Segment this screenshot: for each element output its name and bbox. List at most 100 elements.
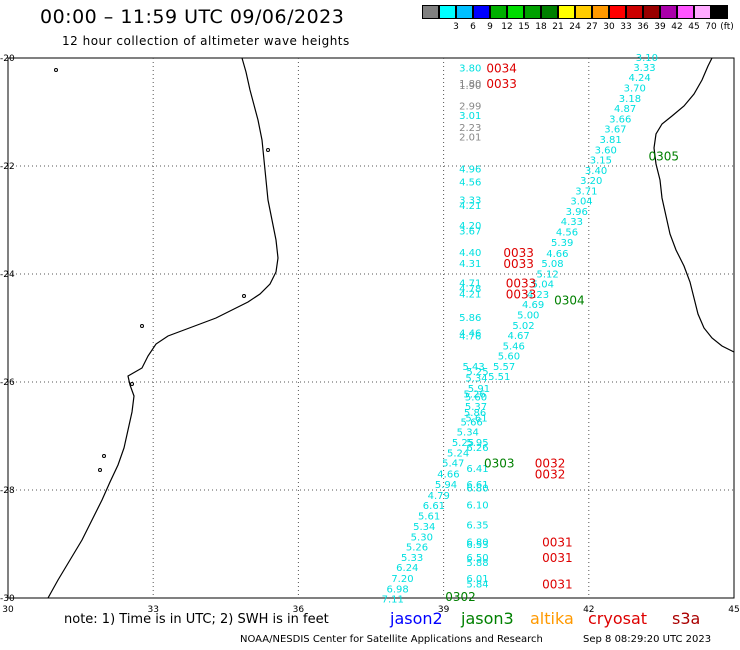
lat-tick-label: -28 [0,486,15,496]
swh-value-label: 4.33 [561,217,583,228]
island-marker [102,454,106,458]
swh-value-label: 4.40 [459,248,481,259]
swh-value-label: 3.20 [580,176,602,187]
swh-value-label: 4.23 [527,290,549,301]
swh-value-label: 4.71 [459,279,481,290]
swh-value-label: 4.76 [459,332,481,343]
swh-value-label: 3.80 [459,64,481,75]
swh-value-label: 5.25 [452,438,474,449]
scale-label: 42 [671,22,683,32]
swh-value-label: 3.01 [459,111,481,122]
pass-time-label: 0032 [535,456,566,470]
pass-time-label: 0031 [542,577,573,591]
pass-time-label: 0033 [503,257,534,271]
swh-value-label: 4.24 [628,73,650,84]
swh-value-label: 3.15 [590,156,612,167]
swh-value-label: 4.87 [614,104,636,115]
scale-label: 33 [620,22,632,32]
scale-label: 24 [569,22,581,32]
swh-value-label: 5.46 [503,341,525,352]
swh-value-label: 6.80 [466,483,488,494]
swh-value-label: 1.80 [459,79,481,90]
swh-value-label: 4.21 [459,289,481,300]
scale-swatch [524,5,541,19]
scale-swatch [439,5,456,19]
map-frame [7,57,735,599]
scale-swatch [592,5,609,19]
swh-value-label: 5.86 [459,313,481,324]
lat-tick-label: -26 [0,378,15,388]
swh-value-label: 5.60 [498,352,520,363]
swh-value-label: 3.04 [570,197,592,208]
pass-time-label: 0031 [542,551,573,565]
island-marker [242,294,246,298]
swh-value-label: 3.10 [636,53,658,64]
swh-value-label: 3.67 [459,226,481,237]
scale-label: 45 [688,22,700,32]
scale-swatch [694,5,711,19]
scale-swatch [711,5,728,19]
lat-tick-label: -22 [0,162,15,172]
island-marker [98,468,102,472]
swh-value-label: 5.84 [466,579,488,590]
pass-time-label: 0304 [554,293,585,307]
swh-value-label: 6.24 [396,563,418,574]
island-marker [140,324,144,328]
scale-label: 12 [501,22,513,32]
swh-value-label: 5.61 [465,414,487,425]
swh-value-label: 5.39 [551,238,573,249]
lat-tick-label: -24 [0,270,15,280]
swh-value-label: 5.26 [406,543,428,554]
swh-value-label: 3.71 [575,186,597,197]
map-title: 00:00 – 11:59 UTC 09/06/2023 [40,6,345,28]
swh-value-label: 6.01 [466,574,488,585]
swh-value-label: 3.60 [595,145,617,156]
swh-value-label: 5.26 [463,389,485,400]
satellite-legend-jason2: jason2 [390,609,443,628]
swh-value-label: 6.35 [466,521,488,532]
scale-label: 21 [552,22,564,32]
swh-value-label: 5.86 [464,408,486,419]
island-marker [54,68,58,72]
swh-value-label: 4.21 [459,201,481,212]
lon-tick-label: 45 [728,605,739,615]
swh-value-label: 2.23 [459,123,481,134]
scale-label: 15 [518,22,530,32]
swh-value-label: 6.10 [466,501,488,512]
island-marker [130,382,134,386]
swh-value-label: 5.33 [401,553,423,564]
scale-label: 70 [705,22,717,32]
swh-value-label: 5.51 [488,372,510,383]
pass-time-labels: 0034003300330033003300330032003200310031… [445,62,679,604]
swh-value-label: 5.57 [493,362,515,373]
swh-value-label: 5.04 [532,280,554,291]
africa-coastline [47,57,279,599]
swh-value-label: 4.66 [546,249,568,260]
lon-tick-label: 36 [293,605,305,615]
scale-swatch [609,5,626,19]
island-marker [266,148,270,152]
swh-value-label: 3.81 [599,135,621,146]
map-subtitle: 12 hour collection of altimeter wave hei… [62,34,350,48]
swh-value-label: 5.61 [418,511,440,522]
note-text: note: 1) Time is in UTC; 2) SWH is in fe… [64,612,329,627]
swh-value-label: 5.88 [466,558,488,569]
swh-value-label: 3.33 [633,63,655,74]
swh-value-label: 1.90 [459,81,481,92]
swh-value-label: 4.56 [556,227,578,238]
swh-value-label: 3.70 [624,84,646,95]
generated-timestamp: Sep 8 08:29:20 UTC 2023 [583,634,712,645]
swh-value-label: 6.50 [466,553,488,564]
scale-swatch [558,5,575,19]
credit-text: NOAA/NESDIS Center for Satellite Applica… [240,634,543,645]
scale-swatch [473,5,490,19]
swh-value-label: 5.66 [461,417,483,428]
swh-value-label: 3.96 [566,207,588,218]
madagascar-coastline [653,57,735,353]
swh-value-label: 7.11 [382,595,404,606]
scale-swatch [626,5,643,19]
lat-tick-label: -20 [0,54,15,64]
swh-value-label: 3.33 [459,195,481,206]
swh-value-label: 4.69 [522,300,544,311]
swh-value-label: 4.78 [459,284,481,295]
